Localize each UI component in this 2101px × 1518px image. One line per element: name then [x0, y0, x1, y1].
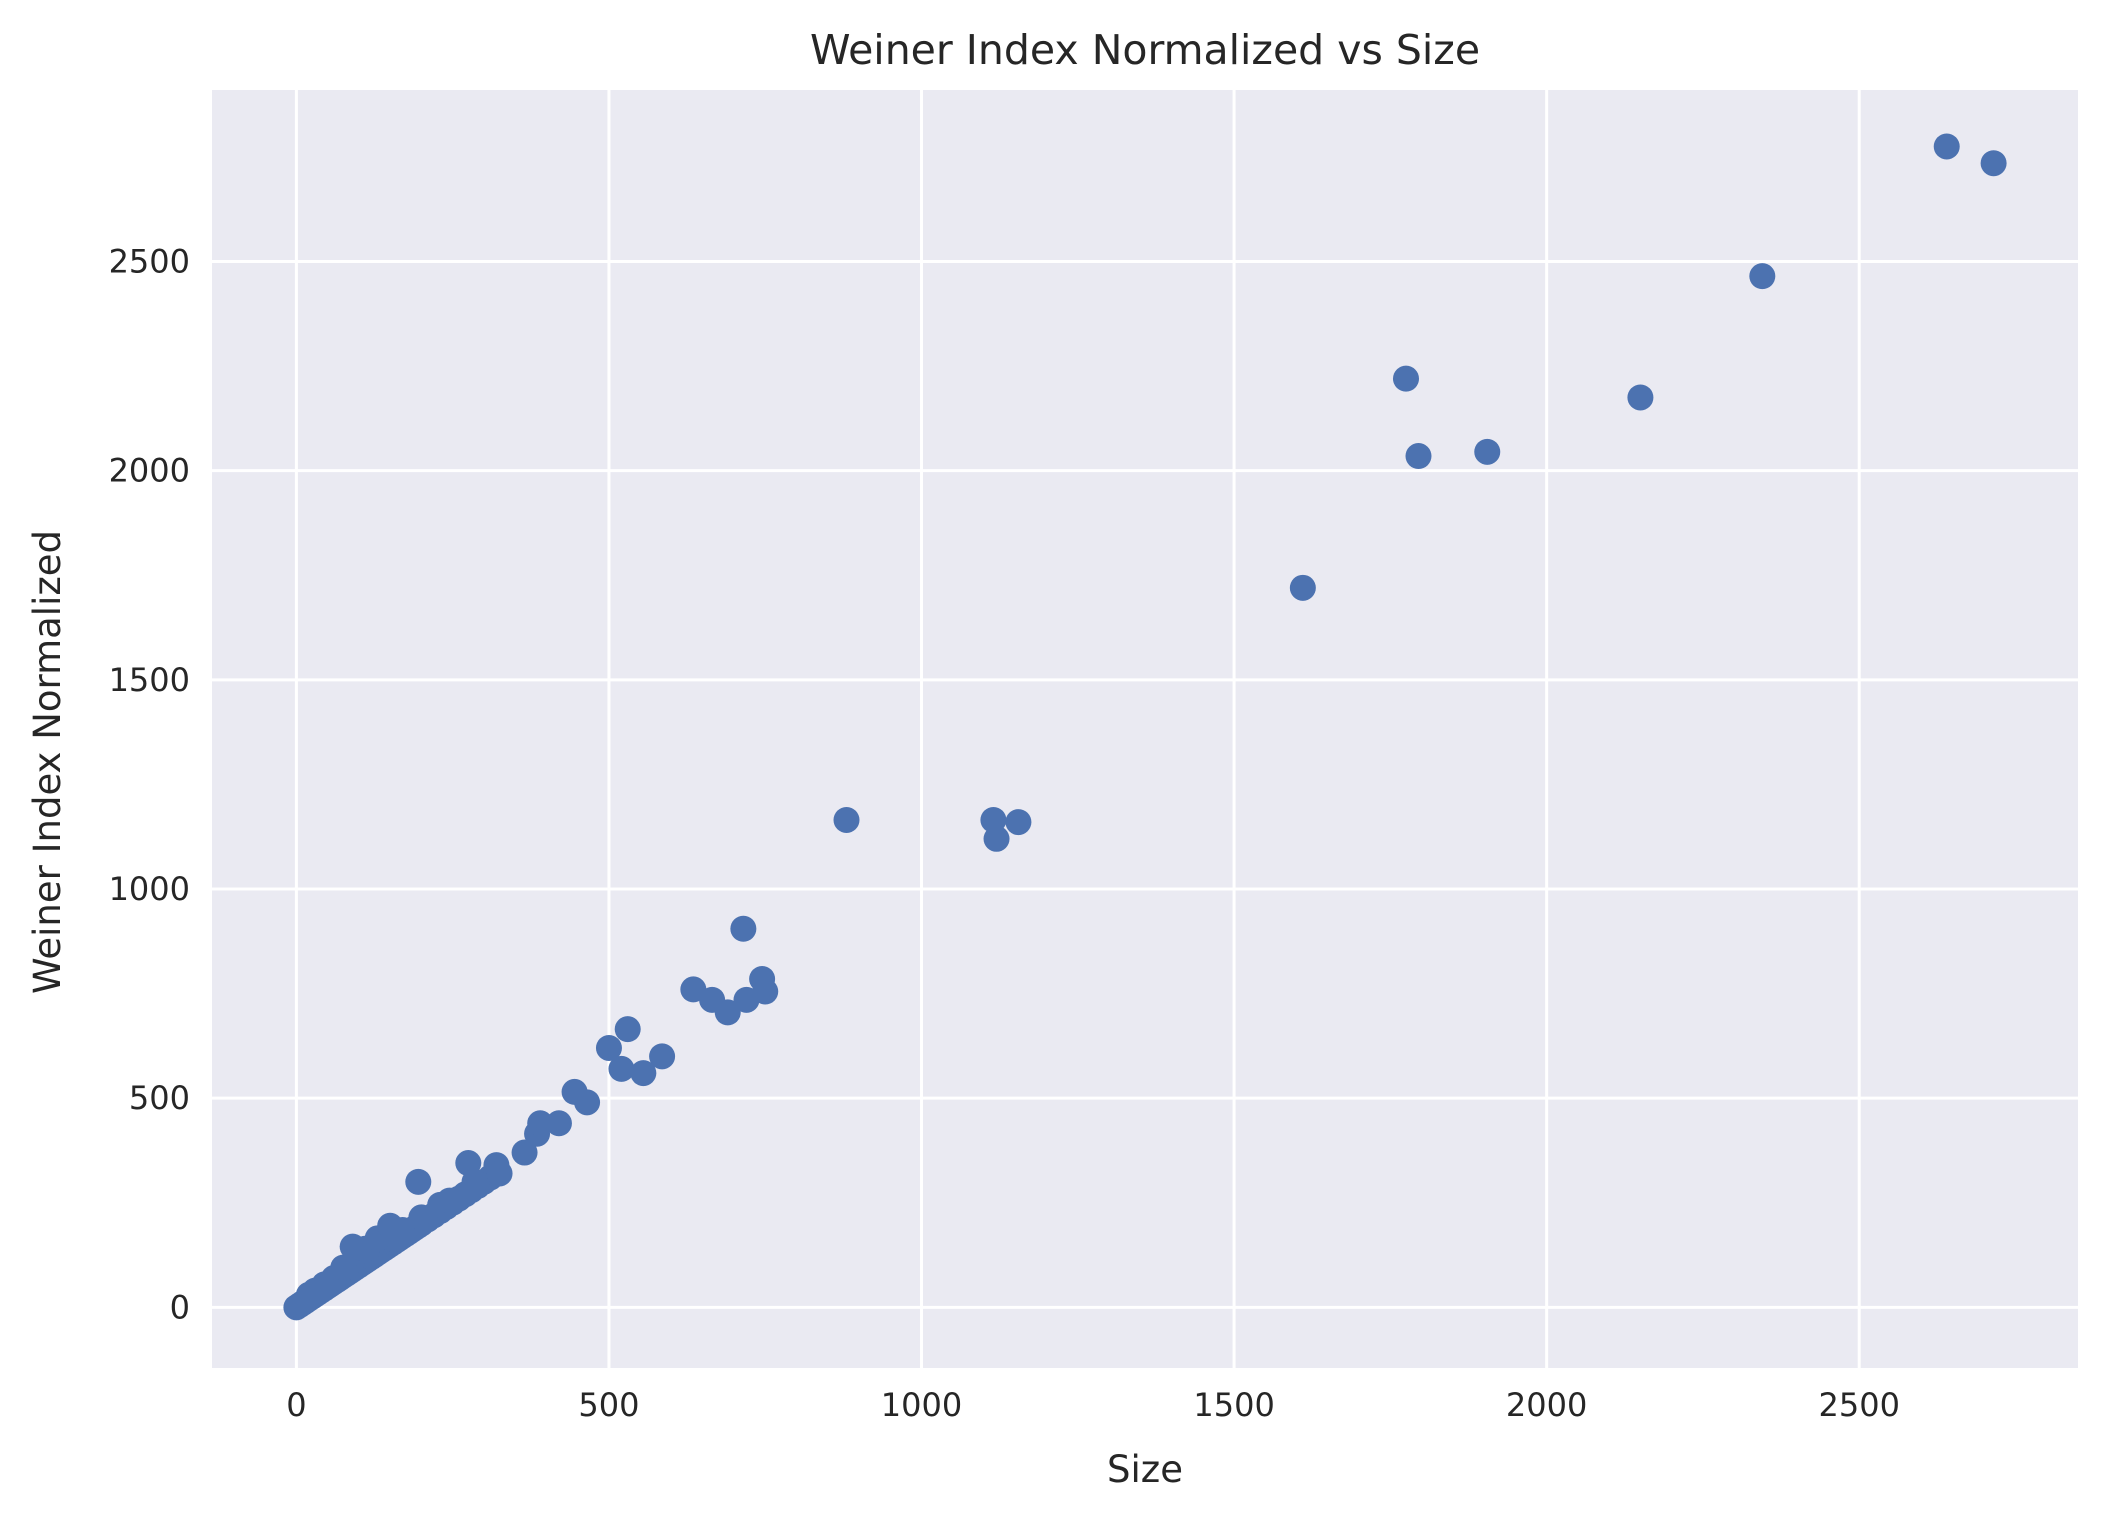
- data-point: [1474, 438, 1501, 465]
- data-point: [1980, 150, 2007, 177]
- y-tick-label: 1000: [109, 870, 190, 908]
- x-tick-label: 1000: [881, 1386, 962, 1424]
- data-point: [574, 1089, 601, 1116]
- data-point: [405, 1168, 432, 1195]
- data-point: [461, 1168, 488, 1195]
- y-tick-labels: 0 500 1000 1500 2000 2500: [109, 243, 190, 1327]
- data-point: [436, 1187, 463, 1214]
- data-point: [714, 999, 741, 1026]
- data-point: [983, 825, 1010, 852]
- data-point: [408, 1204, 435, 1231]
- data-points: [283, 133, 2007, 1321]
- x-tick-label: 500: [578, 1386, 639, 1424]
- y-tick-label: 500: [129, 1079, 190, 1117]
- data-point: [595, 1034, 622, 1061]
- data-point: [630, 1060, 657, 1087]
- x-tick-label: 2000: [1506, 1386, 1587, 1424]
- data-point: [330, 1254, 357, 1281]
- data-point: [649, 1043, 676, 1070]
- data-point: [1392, 365, 1419, 392]
- y-axis-title: Weiner Index Normalized: [26, 530, 69, 994]
- data-point: [614, 1016, 641, 1043]
- y-tick-label: 1500: [109, 661, 190, 699]
- data-point: [511, 1139, 538, 1166]
- y-tick-label: 2500: [109, 243, 190, 281]
- data-point: [1627, 384, 1654, 411]
- data-point: [730, 915, 757, 942]
- data-point: [1749, 263, 1776, 290]
- data-point: [752, 978, 779, 1005]
- data-point: [389, 1216, 416, 1243]
- data-point: [1005, 809, 1032, 836]
- chart-title: Weiner Index Normalized vs Size: [810, 26, 1480, 74]
- data-point: [833, 806, 860, 833]
- data-point: [1933, 133, 1960, 160]
- x-tick-labels: 0 500 1000 1500 2000 2500: [286, 1386, 1900, 1424]
- x-tick-label: 1500: [1193, 1386, 1274, 1424]
- y-tick-label: 0: [170, 1288, 190, 1326]
- x-tick-label: 0: [286, 1386, 306, 1424]
- x-tick-label: 2500: [1818, 1386, 1899, 1424]
- grid: [212, 90, 2078, 1368]
- data-point: [527, 1110, 554, 1137]
- data-point: [545, 1110, 572, 1137]
- data-point: [486, 1160, 513, 1187]
- x-axis-title: Size: [1107, 1448, 1183, 1491]
- data-point: [1405, 443, 1432, 470]
- data-point: [1289, 574, 1316, 601]
- data-point: [608, 1055, 635, 1082]
- y-tick-label: 2000: [109, 452, 190, 490]
